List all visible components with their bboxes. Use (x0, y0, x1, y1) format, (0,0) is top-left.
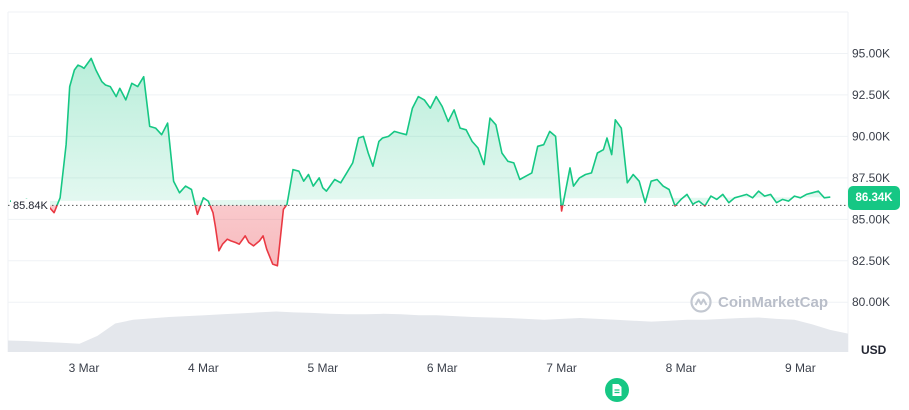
x-tick-label: 4 Mar (188, 361, 219, 375)
y-tick-label: 85.00K (852, 212, 890, 226)
x-tick-label: 3 Mar (69, 361, 100, 375)
x-axis: 3 Mar 4 Mar 5 Mar 6 Mar 7 Mar 8 Mar 9 Mar (69, 361, 816, 375)
coinmarketcap-watermark: CoinMarketCap (690, 291, 828, 313)
y-tick-label: 90.00K (852, 129, 890, 143)
x-tick-label: 8 Mar (666, 361, 697, 375)
x-tick-label: 7 Mar (546, 361, 577, 375)
x-tick-label: 6 Mar (427, 361, 458, 375)
y-tick-label: 92.50K (852, 88, 890, 102)
notes-button[interactable] (605, 378, 629, 402)
current-price-badge: 86.34K (848, 186, 900, 210)
x-tick-label: 9 Mar (785, 361, 816, 375)
coinmarketcap-logo-icon (690, 291, 712, 313)
price-area (10, 58, 831, 266)
baseline-price-label: 85.84K (11, 199, 50, 213)
y-tick-label: 80.00K (852, 295, 890, 309)
currency-unit-label: USD (861, 343, 887, 357)
price-line-up (9, 57, 831, 206)
y-tick-label: 87.50K (852, 171, 890, 185)
y-tick-label: 82.50K (852, 254, 890, 268)
price-line (9, 57, 831, 267)
volume-area (8, 311, 848, 352)
watermark-text: CoinMarketCap (718, 293, 829, 311)
y-tick-label: 95.00K (852, 46, 890, 60)
volume-shape (8, 311, 848, 352)
y-axis: 80.00K 82.50K 85.00K 87.50K 90.00K 92.50K 95.0… (852, 46, 890, 309)
area-above-baseline (10, 58, 831, 206)
x-tick-label: 5 Mar (307, 361, 338, 375)
document-icon (612, 384, 622, 396)
